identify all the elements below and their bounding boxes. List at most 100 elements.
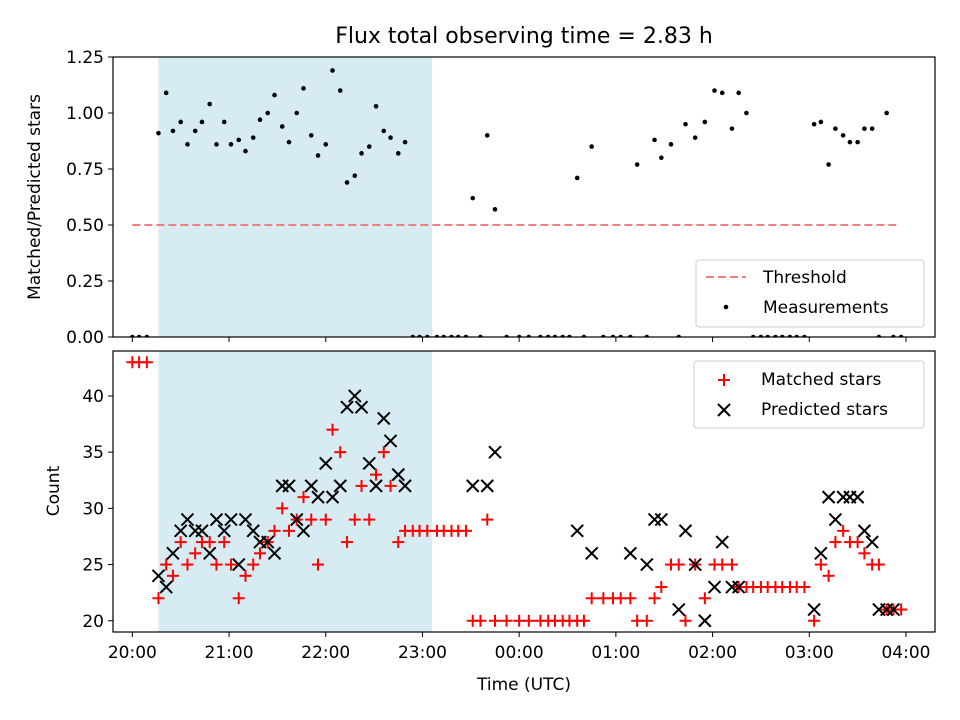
measurement-point xyxy=(492,207,498,212)
top-legend-box xyxy=(695,259,925,328)
predicted-star-point xyxy=(340,400,354,414)
matched-star-point xyxy=(500,614,513,627)
matched-star-point xyxy=(377,446,390,459)
measurement-point xyxy=(470,195,476,201)
matched-star-point xyxy=(297,491,310,504)
matched-star-point xyxy=(837,524,850,537)
matched-star-point xyxy=(312,558,325,571)
measurement-point xyxy=(589,144,594,149)
matched-star-point xyxy=(822,569,835,582)
matched-star-point xyxy=(640,614,653,627)
measurement-point xyxy=(214,142,219,147)
matched-star-point xyxy=(459,524,472,537)
predicted-star-point xyxy=(151,569,166,583)
predicted-star-point xyxy=(821,490,836,504)
matched-star-point xyxy=(189,547,202,560)
matched-star-point xyxy=(679,614,692,627)
top-y-tick-label: 0.50 xyxy=(66,216,104,236)
predicted-star-point xyxy=(195,524,209,538)
x-tick-label: 20:00 xyxy=(108,643,157,663)
matched-star-point xyxy=(224,558,237,571)
measurement-point xyxy=(315,153,321,158)
legend-matched-label: Matched stars xyxy=(761,370,881,390)
measurement-point xyxy=(207,101,213,107)
matched-star-point xyxy=(808,614,821,627)
matched-star-point xyxy=(829,536,842,549)
predicted-star-point xyxy=(584,546,599,561)
x-tick-label: 00:00 xyxy=(495,643,544,663)
measurement-point xyxy=(712,88,717,93)
predicted-star-point xyxy=(296,524,311,538)
legend-plus-marker-icon xyxy=(718,374,730,386)
measurement-point xyxy=(337,88,343,93)
predicted-star-point xyxy=(640,557,654,572)
bottom-y-tick-label: 40 xyxy=(82,387,104,407)
matched-star-point xyxy=(624,592,637,605)
predicted-star-point xyxy=(377,411,391,426)
matched-star-point xyxy=(488,614,501,627)
predicted-star-point xyxy=(369,479,383,493)
matched-star-point xyxy=(140,356,153,369)
bottom-y-tick-label: 25 xyxy=(82,556,104,576)
bottom-y-axis-label: Count xyxy=(44,465,64,516)
predicted-star-point xyxy=(333,479,347,493)
measurement-point xyxy=(236,137,242,143)
matched-star-point xyxy=(648,592,661,605)
measurement-point xyxy=(279,124,285,129)
measurement-point xyxy=(192,128,198,134)
measurement-point xyxy=(272,92,277,98)
predicted-star-point xyxy=(362,456,376,471)
measurement-point xyxy=(736,90,741,96)
matched-star-point xyxy=(276,502,289,515)
predicted-star-point xyxy=(698,614,712,628)
measurement-point xyxy=(250,135,256,140)
matched-star-point xyxy=(239,569,252,582)
bottom-panel: Count Time (UTC) xyxy=(44,465,571,695)
measurement-point xyxy=(199,119,205,125)
matched-star-point xyxy=(585,592,598,605)
x-tick-label: 01:00 xyxy=(591,643,640,663)
matched-star-point xyxy=(355,479,368,492)
top-y-tick-label: 1.00 xyxy=(66,104,104,124)
measurement-point xyxy=(702,119,708,125)
chart-title: Flux total observing time = 2.83 h xyxy=(335,24,713,49)
predicted-star-point xyxy=(466,479,480,493)
matched-star-point xyxy=(166,569,179,582)
predicted-star-point xyxy=(267,546,282,561)
bottom-legend: Matched stars Predicted stars xyxy=(693,360,925,429)
top-y-tick-label: 0.25 xyxy=(66,272,104,292)
legend-measurements-dot-icon xyxy=(723,304,729,310)
matched-star-point xyxy=(392,536,405,549)
predicted-star-point xyxy=(311,490,325,504)
predicted-star-point xyxy=(217,524,231,538)
measurement-point xyxy=(719,90,725,96)
bottom-plot-area xyxy=(126,356,908,628)
predicted-star-point xyxy=(731,580,746,594)
predicted-star-point xyxy=(238,512,253,527)
measurement-point xyxy=(659,155,664,161)
matched-star-point xyxy=(283,524,296,537)
matched-star-point xyxy=(858,547,871,560)
predicted-star-point xyxy=(354,400,369,414)
predicted-star-point xyxy=(623,546,638,561)
predicted-star-point xyxy=(391,467,405,482)
matched-star-point xyxy=(203,536,216,549)
matched-star-point xyxy=(348,513,361,526)
predicted-star-point xyxy=(886,602,901,617)
predicted-star-point xyxy=(647,512,662,527)
top-observing-span xyxy=(158,57,433,337)
measurement-point xyxy=(178,119,183,125)
legend-threshold-label: Threshold xyxy=(762,268,847,288)
matched-star-point xyxy=(474,614,487,627)
measurement-point xyxy=(388,135,393,140)
matched-star-point xyxy=(655,581,668,594)
measurement-point xyxy=(221,119,227,125)
matched-star-point xyxy=(305,513,318,526)
x-tick-label: 23:00 xyxy=(398,643,447,663)
predicted-star-point xyxy=(282,479,296,493)
top-y-tick-label: 1.25 xyxy=(66,48,104,68)
bottom-x-axis-label: Time (UTC) xyxy=(476,675,571,695)
matched-star-point xyxy=(872,558,885,571)
matched-star-point xyxy=(253,547,266,560)
matched-star-point xyxy=(174,536,187,549)
